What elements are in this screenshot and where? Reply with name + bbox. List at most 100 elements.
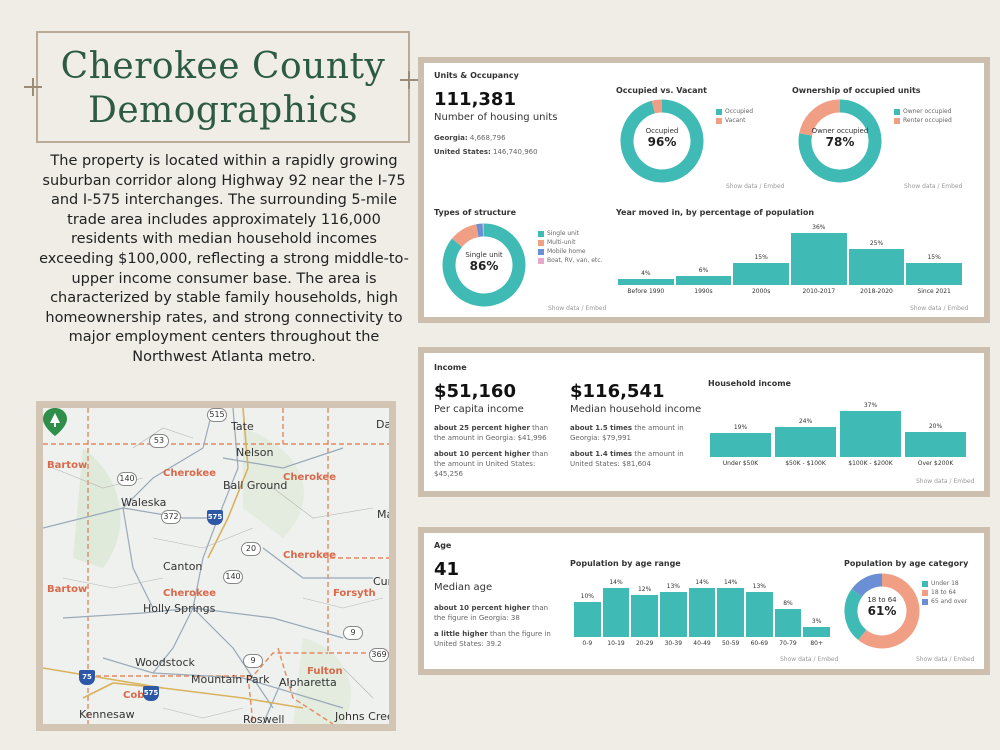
chart-bar [618, 279, 674, 285]
age-range-bar-chart: 10% 0-9 14% 10-19 12% 20-29 13% 30-39 14% 40-49 14… [574, 579, 830, 647]
structure-slice [442, 223, 526, 307]
title-line-1: Cherokee County [60, 46, 386, 87]
ownership-center: Owner occupied 78% [811, 127, 869, 149]
map-county-cherokee: Cherokee [283, 550, 336, 561]
bar-category-label: Over $200K [917, 460, 954, 467]
bar-value-label: 19% [733, 424, 748, 432]
map-place-waleska: Waleska [121, 496, 167, 509]
occupied-show-data-link[interactable]: Show data / Embed [726, 183, 785, 190]
bar-category-label: 30-39 [664, 640, 683, 647]
route-shield: 369 [369, 648, 389, 662]
us-units: United States: 146,740,960 [434, 148, 538, 156]
income-panel-frame: Income $51,160 Per capita income about 2… [418, 347, 990, 497]
age-category-slice [851, 573, 883, 597]
sparkle-left-icon [24, 78, 42, 96]
household-income-show-data-link[interactable]: Show data / Embed [916, 478, 975, 485]
per-capita-label: Per capita income [434, 404, 524, 415]
structure-donut [442, 223, 526, 307]
chart-bar [775, 427, 836, 457]
map-place-ball-ground: Ball Ground [223, 479, 288, 492]
structure-show-data-link[interactable]: Show data / Embed [548, 305, 607, 312]
map-place-mat: Mat [377, 508, 389, 521]
sparkle-right-icon [400, 71, 418, 89]
chart-bar [791, 233, 847, 285]
bar-category-label: 50-59 [721, 640, 740, 647]
map-place-tate: Tate [231, 420, 254, 433]
route-shield: 53 [149, 434, 169, 448]
bar-value-label: 13% [752, 582, 766, 590]
structure-center: Single unit 86% [465, 251, 503, 273]
location-pin-icon[interactable] [43, 408, 67, 436]
chart-bar [675, 276, 732, 285]
bar-value-label: 14% [609, 579, 623, 586]
chart-bar [717, 588, 744, 637]
bar-category-label: 20-29 [635, 640, 654, 647]
bar-category-label: 1990s [694, 288, 713, 295]
map-place-roswell: Roswell [243, 713, 285, 724]
units-panel: Units & Occupancy 111,381 Number of hous… [424, 63, 984, 317]
income-section-title: Income [434, 363, 467, 372]
map-place-cum: Cum [373, 575, 389, 588]
route-shield: 140 [223, 570, 243, 584]
route-shield: 20 [241, 542, 261, 556]
age-range-chart-title: Population by age range [570, 559, 681, 568]
bar-value-label: 14% [695, 579, 709, 586]
map-place-alpharetta: Alpharetta [279, 676, 337, 689]
year-moved-chart-title: Year moved in, by percentage of populati… [616, 208, 815, 217]
bar-category-label: 70-79 [779, 640, 797, 647]
chart-bar [905, 432, 966, 457]
bar-category-label: 80+ [810, 640, 823, 647]
bar-value-label: 14% [723, 579, 738, 586]
bar-category-label: Since 2021 [917, 288, 951, 295]
bar-value-label: 4% [641, 270, 651, 278]
chart-bar [733, 263, 789, 285]
bar-category-label: 10-19 [607, 640, 625, 647]
map-place-johns-creek: Johns Creek [335, 710, 389, 723]
interstate-shield: 575 [143, 686, 159, 701]
map-place-mountain-park: Mountain Park [191, 673, 270, 686]
structure-chart-title: Types of structure [434, 208, 517, 217]
bar-value-label: 37% [863, 402, 878, 409]
housing-units-label: Number of housing units [434, 112, 558, 123]
median-age-note-us: a little higher than the figure in Unite… [434, 630, 551, 648]
map-place-kennesaw: Kennesaw [79, 708, 135, 721]
per-capita-note-georgia: about 25 percent higher than the amount … [434, 424, 549, 442]
per-capita-note-us: about 10 percent higher than the amount … [434, 450, 549, 478]
year-moved-show-data-link[interactable]: Show data / Embed [910, 305, 969, 312]
occupied-slice [620, 99, 704, 183]
interstate-shield: 75 [79, 670, 95, 685]
bar-value-label: 25% [869, 239, 884, 247]
age-panel: Age 41 Median age about 10 percent highe… [424, 533, 984, 669]
property-description: The property is located within a rapidly… [39, 153, 409, 365]
units-panel-frame: Units & Occupancy 111,381 Number of hous… [418, 57, 990, 323]
map-county-cherokee: Cherokee [283, 472, 336, 483]
age-category-show-data-link[interactable]: Show data / Embed [916, 656, 975, 663]
map-place-daw: Daw [376, 418, 389, 431]
route-shield: 372 [161, 510, 181, 524]
bar-category-label: Before 1990 [627, 288, 665, 295]
chart-bar [746, 591, 773, 637]
median-age-note-georgia: about 10 percent higher than the figure … [434, 604, 549, 622]
chart-bar [574, 602, 601, 637]
map-place-canton: Canton [163, 560, 203, 573]
ownership-show-data-link[interactable]: Show data / Embed [904, 183, 963, 190]
area-map[interactable]: Tate Nelson Waleska Ball Ground Canton H… [43, 408, 389, 724]
bar-category-label: $50K - $100K [785, 460, 826, 467]
chart-bar [631, 595, 658, 637]
bar-category-label: 2000s [751, 288, 771, 295]
bar-value-label: 15% [754, 254, 768, 262]
map-county-cherokee: Cherokee [163, 588, 216, 599]
age-section-title: Age [434, 541, 452, 550]
age-category-chart-title: Population by age category [844, 559, 969, 568]
bar-category-label: Under $50K [722, 460, 759, 467]
route-shield: 140 [117, 472, 137, 486]
bar-category-label: 0-9 [582, 640, 593, 647]
bar-category-label: 40-49 [693, 640, 711, 647]
map-county-cobb: Cobb [123, 690, 152, 701]
household-income-chart-title: Household income [708, 379, 791, 388]
chart-bar [774, 609, 802, 637]
ownership-legend: Owner occupied Renter occupied [894, 107, 952, 125]
chart-bar [848, 248, 905, 285]
age-range-show-data-link[interactable]: Show data / Embed [780, 656, 839, 663]
structure-slice [476, 223, 484, 238]
